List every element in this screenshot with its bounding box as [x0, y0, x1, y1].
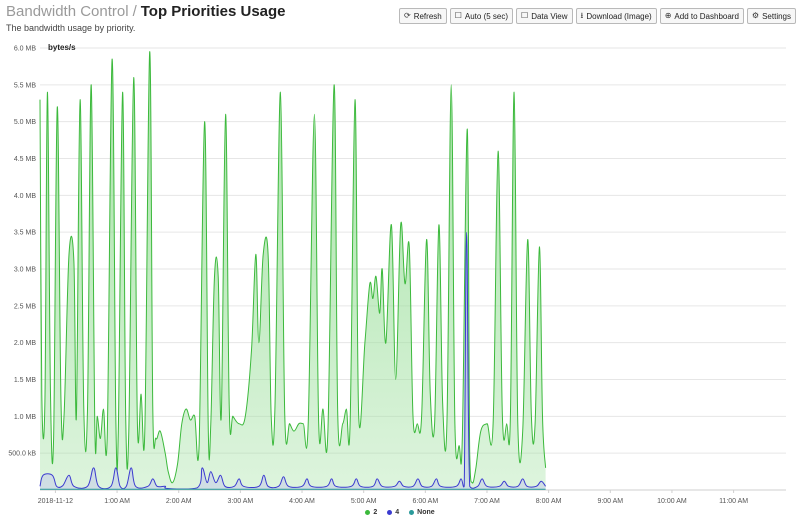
toolbar-button-label: Settings [762, 11, 791, 21]
legend-label: 4 [395, 509, 400, 516]
legend-marker [365, 510, 371, 515]
y-tick-label: 3.5 MB [14, 230, 37, 237]
y-tick-label: 2.0 MB [14, 340, 37, 347]
toolbar: ⟳ Refresh ☐ Auto (5 sec) ☐ Data View ⭳ Download… [399, 8, 796, 24]
y-tick-label: 500.0 kB [8, 451, 36, 458]
settings-button[interactable]: ⚙ Settings [746, 8, 796, 24]
legend-marker [409, 510, 415, 515]
page-header: Bandwidth Control / Top Priorities Usage T… [6, 2, 286, 33]
plus-circle-icon: ⊕ [664, 11, 672, 20]
gear-icon: ⚙ [751, 11, 760, 20]
series-2-area [40, 51, 546, 491]
y-tick-label: 2.5 MB [14, 303, 37, 310]
x-tick-label: 11:00 AM [719, 498, 748, 505]
y-tick-label: 5.0 MB [14, 119, 37, 126]
y-tick-label: 3.0 MB [14, 267, 37, 274]
legend-label: 2 [373, 509, 378, 516]
refresh-button[interactable]: ⟳ Refresh [399, 8, 447, 24]
y-axis-unit-label: bytes/s [48, 43, 76, 52]
legend-marker [387, 510, 393, 515]
x-tick-label: 3:00 AM [228, 498, 254, 505]
x-tick-label: 9:00 AM [597, 498, 623, 505]
x-tick-label: 1:00 AM [104, 498, 130, 505]
legend-item-2[interactable]: 2 [365, 509, 377, 516]
toolbar-button-label: Refresh [413, 11, 442, 21]
toolbar-button-label: Auto (5 sec) [464, 11, 509, 21]
data-view-button[interactable]: ☐ Data View [516, 8, 573, 24]
y-tick-label: 5.5 MB [14, 82, 37, 89]
series-4-line[interactable] [39, 231, 547, 490]
auto-5-sec-button[interactable]: ☐ Auto (5 sec) [449, 8, 514, 24]
page-title: Bandwidth Control / Top Priorities Usage [6, 2, 286, 22]
y-tick-label: 4.0 MB [14, 193, 37, 200]
x-tick-label: 2:00 AM [166, 498, 192, 505]
toolbar-button-label: Add to Dashboard [674, 11, 739, 21]
breadcrumb-separator: / [132, 3, 137, 20]
download-icon: ⭳ [580, 11, 584, 20]
x-tick-label: 6:00 AM [412, 498, 438, 505]
x-tick-label: 4:00 AM [289, 498, 315, 505]
checkbox-icon: ☐ [454, 11, 462, 20]
download-image-button[interactable]: ⭳ Download (Image) [575, 8, 657, 24]
legend-item-none[interactable]: None [409, 509, 435, 516]
toolbar-button-label: Download (Image) [586, 11, 652, 21]
page-title-text: Top Priorities Usage [140, 3, 286, 20]
page-subtitle: The bandwidth usage by priority. [6, 23, 136, 33]
y-tick-label: 1.5 MB [14, 377, 37, 384]
x-tick-label: 2018-11-12 [38, 498, 73, 505]
x-tick-label: 8:00 AM [536, 498, 562, 505]
y-tick-label: 4.5 MB [14, 156, 37, 163]
chart-legend: 2 4 None [0, 509, 800, 516]
checkbox-icon: ☐ [521, 11, 529, 20]
x-tick-label: 7:00 AM [474, 498, 500, 505]
breadcrumb-bandwidth-control[interactable]: Bandwidth Control [6, 3, 129, 20]
y-tick-label: 6.0 MB [14, 46, 37, 53]
refresh-icon: ⟳ [404, 11, 411, 20]
series-2-line[interactable] [39, 51, 547, 484]
x-tick-label: 10:00 AM [657, 498, 687, 505]
legend-label: None [417, 509, 435, 516]
legend-item-4[interactable]: 4 [387, 509, 399, 516]
toolbar-button-label: Data View [531, 11, 568, 21]
add-to-dashboard-button[interactable]: ⊕ Add to Dashboard [659, 8, 744, 24]
x-tick-label: 5:00 AM [351, 498, 377, 505]
y-tick-label: 1.0 MB [14, 414, 37, 421]
